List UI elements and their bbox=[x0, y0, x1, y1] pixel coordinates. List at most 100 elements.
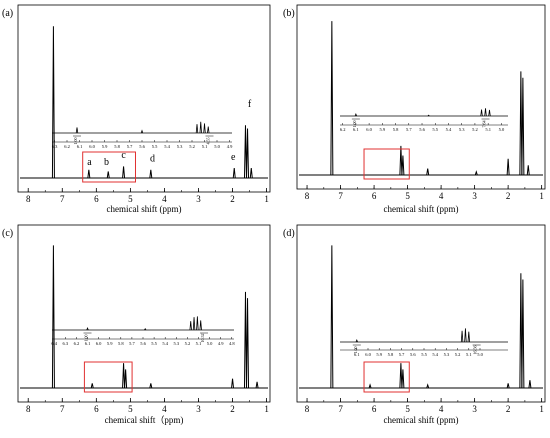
inset-tick-label: 5.0 bbox=[499, 127, 505, 132]
peak-label: b bbox=[104, 157, 109, 168]
integral-value: 7.64 bbox=[482, 121, 487, 128]
inset-tick-label: 6.3 bbox=[52, 144, 58, 149]
spectrum-peak bbox=[243, 125, 247, 179]
spectrum-peak bbox=[521, 279, 525, 389]
spectrum-peak bbox=[87, 169, 91, 179]
integral-value: 10.52 bbox=[200, 334, 205, 343]
inset-tick-label: 6.1 bbox=[77, 144, 83, 149]
plot-frame bbox=[17, 4, 271, 193]
inset-tick-label: 4.9 bbox=[227, 144, 233, 149]
x-axis-label: chemical shift (ppm) bbox=[384, 415, 459, 425]
spectrum-peak bbox=[506, 158, 510, 176]
x-tick-label: 8 bbox=[305, 404, 310, 414]
spectrum-peak bbox=[399, 363, 403, 389]
x-tick-label: 7 bbox=[338, 191, 343, 201]
inset-tick-label: 5.3 bbox=[177, 144, 183, 149]
inset-tick-label: 5.0 bbox=[477, 352, 483, 357]
spectrum-peak bbox=[249, 168, 253, 179]
inset-tick-label: 5.9 bbox=[376, 352, 382, 357]
x-tick-label: 4 bbox=[439, 191, 444, 201]
inset-tick-label: 6.2 bbox=[64, 144, 70, 149]
spectrum-peak bbox=[401, 155, 405, 176]
highlight-box bbox=[363, 148, 410, 180]
inset-peak bbox=[467, 331, 470, 343]
x-tick-label: 3 bbox=[472, 404, 477, 414]
integral-value: 1.00 bbox=[352, 121, 357, 128]
x-tick-label: 5 bbox=[405, 191, 410, 201]
x-tick-label: 6 bbox=[372, 191, 377, 201]
x-tick-label: 1 bbox=[264, 404, 269, 414]
inset-tick-label: 5.0 bbox=[207, 341, 213, 346]
inset-peak bbox=[207, 126, 210, 134]
inset-tick-label: 6.2 bbox=[340, 127, 346, 132]
x-tick-label: 8 bbox=[305, 191, 310, 201]
x-tick-label: 6 bbox=[94, 404, 99, 414]
x-tick-label: 1 bbox=[264, 194, 269, 204]
inset-peak bbox=[199, 320, 202, 331]
inset-tick-label: 5.3 bbox=[459, 127, 465, 132]
x-tick-label: 7 bbox=[60, 194, 65, 204]
inset-peak bbox=[140, 129, 144, 134]
spectrum-peak bbox=[528, 380, 532, 389]
inset-spectrum: 6.3 6.2 6.1 6.0 5.9 5.8 5.7 5.6 5.5 5.4 5.3 5.2 5.1 5… bbox=[52, 121, 233, 149]
spectrum-peak bbox=[51, 26, 55, 179]
inset-spectrum: 6.4 6.3 6.2 6.1 6.0 5.9 5.8 5.7 5.6 5.5 5.4 5.3 5.2 5… bbox=[51, 316, 235, 346]
inset-tick-label: 5.3 bbox=[173, 341, 179, 346]
spectrum-peak bbox=[232, 168, 236, 179]
inset-tick-label: 5.5 bbox=[151, 341, 157, 346]
inset-peak bbox=[75, 127, 79, 134]
x-axis-label: chemical shift (ppm) bbox=[107, 204, 182, 214]
inset-tick-label: 5.1 bbox=[196, 341, 202, 346]
inset-tick-label: 5.8 bbox=[388, 352, 394, 357]
x-tick-label: 5 bbox=[405, 404, 410, 414]
inset-peak bbox=[86, 327, 89, 331]
inset-tick-label: 5.7 bbox=[129, 341, 135, 346]
spectrum-peak bbox=[243, 291, 247, 389]
x-tick-label: 3 bbox=[196, 404, 201, 414]
inset-tick-label: 5.2 bbox=[455, 352, 461, 357]
inset-peak bbox=[480, 109, 483, 117]
inset-tick-label: 5.2 bbox=[472, 127, 478, 132]
inset-tick-label: 5.9 bbox=[102, 144, 108, 149]
inset-spectrum: 6.2 6.1 6.0 5.9 5.8 5.7 5.6 5.5 5.4 5.3 5.2 5.1 5.0 1… bbox=[340, 108, 508, 132]
inset-tick-label: 5.7 bbox=[127, 144, 133, 149]
integral-value: 1.00 bbox=[73, 138, 78, 145]
spectrum-peak bbox=[519, 71, 523, 176]
highlight-box bbox=[82, 151, 136, 183]
peak-label: e bbox=[231, 152, 236, 163]
x-tick-label: 3 bbox=[472, 191, 477, 201]
inset-tick-label: 5.4 bbox=[164, 144, 170, 149]
x-tick-label: 6 bbox=[94, 194, 99, 204]
spectrum-peak bbox=[426, 383, 430, 389]
inset-tick-label: 5.2 bbox=[189, 144, 195, 149]
integral-value: 1.00 bbox=[353, 347, 358, 354]
panel-d: (d) 8 7 6 5 4 3 2 1 chemical shift (ppm) 6.1 6.0 5.9… bbox=[283, 224, 546, 425]
inset-peak bbox=[460, 330, 464, 343]
inset-peak bbox=[195, 124, 199, 134]
x-axis-label: chemical shift（ppm) bbox=[105, 415, 184, 425]
inset-tick-label: 6.3 bbox=[63, 341, 69, 346]
spectrum-peak bbox=[149, 383, 153, 389]
inset-tick-label: 5.5 bbox=[432, 127, 438, 132]
inset-peak bbox=[488, 109, 491, 117]
x-tick-label: 5 bbox=[128, 194, 133, 204]
x-tick-label: 7 bbox=[60, 404, 65, 414]
x-tick-label: 6 bbox=[372, 404, 377, 414]
x-tick-label: 3 bbox=[196, 194, 201, 204]
panel-label: (b) bbox=[283, 8, 295, 19]
highlight-box bbox=[363, 361, 410, 393]
inset-tick-label: 5.7 bbox=[399, 352, 405, 357]
inset-peak bbox=[189, 321, 192, 331]
inset-tick-label: 5.8 bbox=[118, 341, 124, 346]
spectrum-peak bbox=[401, 369, 405, 389]
x-tick-label: 5 bbox=[128, 404, 133, 414]
spectrum-peak bbox=[246, 298, 250, 389]
x-tick-label: 1 bbox=[539, 404, 544, 414]
inset-tick-label: 5.4 bbox=[446, 127, 452, 132]
inset-tick-label: 5.8 bbox=[393, 127, 399, 132]
inset-tick-label: 5.3 bbox=[444, 352, 450, 357]
inset-tick-label: 4.8 bbox=[229, 341, 235, 346]
inset-peak bbox=[196, 316, 199, 331]
spectrum-peak bbox=[521, 77, 525, 176]
integral-value: 4.55 bbox=[206, 138, 211, 145]
